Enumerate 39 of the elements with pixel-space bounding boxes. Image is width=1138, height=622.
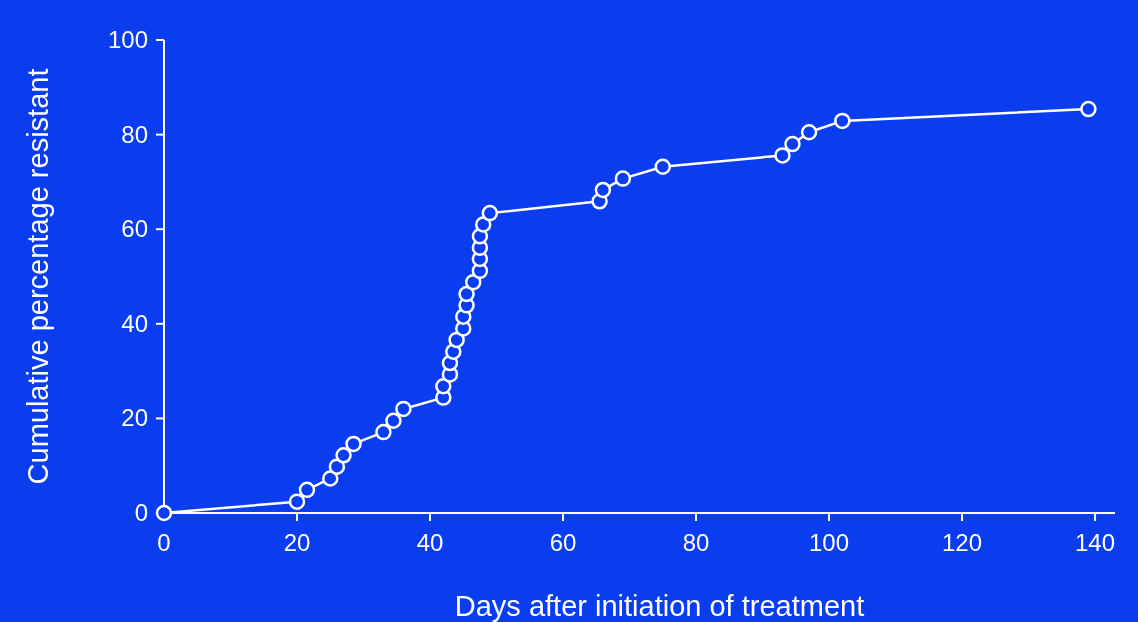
point <box>594 181 612 199</box>
point <box>614 170 632 187</box>
point <box>464 273 482 291</box>
point <box>345 435 362 453</box>
point <box>155 504 173 522</box>
point <box>335 447 352 464</box>
point <box>448 331 465 349</box>
x-tick-label: 0 <box>157 529 171 556</box>
point <box>385 412 402 430</box>
x-axis-title: Days after initiation of treatment <box>454 590 865 622</box>
x-tick-label: 60 <box>549 529 577 556</box>
y-tick-label: 60 <box>121 215 148 243</box>
point <box>774 147 791 164</box>
point <box>288 493 306 510</box>
x-tick-label: 20 <box>283 529 311 556</box>
point <box>322 470 339 487</box>
x-tick-label: 120 <box>942 529 983 556</box>
y-axis-title: Cumulative percentage resistant <box>22 68 54 485</box>
point <box>328 458 346 475</box>
point <box>481 204 499 222</box>
x-tick-label: 100 <box>809 529 850 556</box>
point <box>654 158 672 176</box>
point <box>800 123 818 141</box>
y-tick-label: 80 <box>121 120 148 148</box>
x-tick-label: 40 <box>416 529 444 556</box>
point <box>435 377 452 395</box>
y-tick-label: 20 <box>121 404 148 432</box>
point <box>375 423 392 441</box>
point <box>784 135 801 153</box>
point <box>298 481 316 499</box>
x-tick-label: 80 <box>682 529 710 556</box>
point <box>1080 100 1097 118</box>
y-tick-label: 40 <box>121 309 148 337</box>
point <box>458 285 475 303</box>
point <box>395 400 412 418</box>
x-tick-label: 140 <box>1075 529 1116 556</box>
y-tick-label: 0 <box>134 499 148 526</box>
point <box>834 112 851 130</box>
y-tick-label: 100 <box>107 26 148 53</box>
